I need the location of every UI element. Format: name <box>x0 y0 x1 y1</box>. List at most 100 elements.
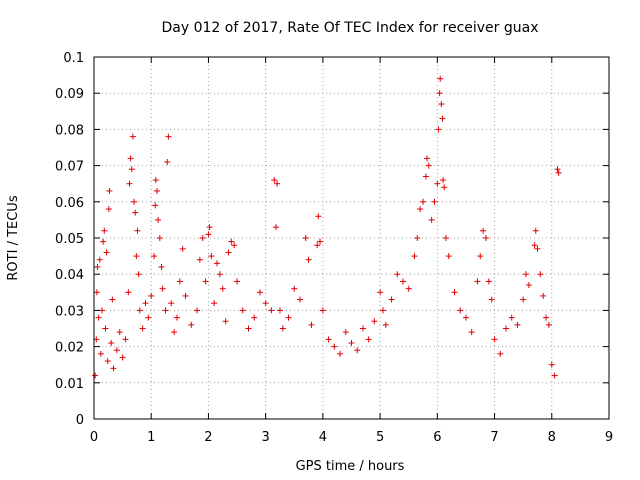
data-point <box>325 336 332 343</box>
data-point <box>176 278 183 285</box>
data-point <box>214 260 221 267</box>
data-point <box>97 350 104 357</box>
data-point <box>228 238 235 245</box>
data-point <box>377 289 384 296</box>
data-point <box>319 307 326 314</box>
data-point <box>268 307 275 314</box>
data-point <box>291 285 298 292</box>
x-tick-label: 2 <box>204 430 212 445</box>
data-point <box>274 180 281 187</box>
data-point <box>279 325 286 332</box>
x-axis-label: GPS time / hours <box>296 459 405 474</box>
data-point <box>331 343 338 350</box>
data-point <box>205 231 212 238</box>
data-point <box>534 245 541 252</box>
data-point <box>109 296 116 303</box>
data-point <box>110 365 117 372</box>
data-point <box>222 318 229 325</box>
x-tick-label: 4 <box>319 430 327 445</box>
data-point <box>523 271 530 278</box>
data-point <box>435 126 442 133</box>
data-point <box>271 177 278 184</box>
data-point <box>394 271 401 278</box>
data-point <box>202 278 209 285</box>
plot-frame <box>93 56 610 420</box>
data-point <box>405 285 412 292</box>
data-point <box>129 133 136 140</box>
x-tick-labels: 0 1 2 3 4 5 6 7 8 9 <box>90 430 613 445</box>
data-point <box>525 282 532 289</box>
x-tick-label: 0 <box>90 430 98 445</box>
data-point <box>196 256 203 263</box>
data-point <box>136 307 143 314</box>
data-point <box>135 271 142 278</box>
x-tick-label: 1 <box>147 430 155 445</box>
data-point <box>400 278 406 285</box>
data-point <box>92 372 99 379</box>
data-point <box>199 235 206 241</box>
data-point <box>168 300 175 307</box>
data-point <box>188 321 195 328</box>
data-point <box>554 166 561 173</box>
data-point <box>388 296 395 303</box>
data-point <box>105 206 112 213</box>
data-point <box>126 180 133 187</box>
y-tick-label: 0.1 <box>63 51 84 66</box>
x-tick-label: 6 <box>433 430 441 445</box>
data-point <box>359 325 366 332</box>
data-point <box>262 300 269 307</box>
data-point <box>497 350 504 357</box>
y-tick-label: 0.08 <box>55 123 84 138</box>
data-point <box>159 285 166 292</box>
data-point <box>441 184 448 191</box>
data-point <box>182 292 189 299</box>
data-point <box>482 235 489 241</box>
data-point <box>165 133 172 140</box>
data-point <box>94 263 101 270</box>
data-point <box>139 325 146 332</box>
data-point <box>106 187 113 194</box>
data-point <box>436 90 443 97</box>
data-point <box>145 314 152 321</box>
data-point <box>133 253 140 260</box>
data-point <box>379 307 386 314</box>
data-point <box>314 242 321 249</box>
data-point <box>100 238 107 245</box>
data-point <box>134 227 141 234</box>
data-point <box>173 314 180 321</box>
x-tick-label: 3 <box>262 430 270 445</box>
data-point <box>96 256 103 263</box>
data-point <box>101 227 108 234</box>
data-point <box>477 253 484 260</box>
x-tick-label: 8 <box>548 430 556 445</box>
y-tick-label: 0 <box>76 413 84 428</box>
data-point <box>532 227 539 234</box>
data-point <box>420 198 427 205</box>
data-point <box>125 289 132 296</box>
y-tick-label: 0.07 <box>55 160 84 175</box>
data-point <box>531 242 538 249</box>
data-point <box>116 329 123 336</box>
data-point <box>206 224 213 231</box>
data-point <box>317 238 324 245</box>
data-point <box>440 177 447 184</box>
data-point <box>551 372 558 379</box>
data-point <box>93 289 100 296</box>
data-point <box>164 158 171 165</box>
data-point <box>411 253 418 260</box>
data-point <box>225 249 232 256</box>
y-axis-label: ROTI / TECUs <box>6 195 21 280</box>
data-point <box>272 224 279 231</box>
data-point <box>156 235 163 241</box>
data-point <box>437 75 444 82</box>
data-point <box>142 300 149 307</box>
data-point <box>152 177 159 184</box>
scatter-points <box>92 75 562 379</box>
data-point <box>540 292 547 299</box>
data-point <box>171 329 178 336</box>
axis-ticks <box>93 56 610 420</box>
data-point <box>131 198 138 205</box>
data-point <box>256 289 263 296</box>
data-point <box>103 249 110 256</box>
data-point <box>153 187 160 194</box>
